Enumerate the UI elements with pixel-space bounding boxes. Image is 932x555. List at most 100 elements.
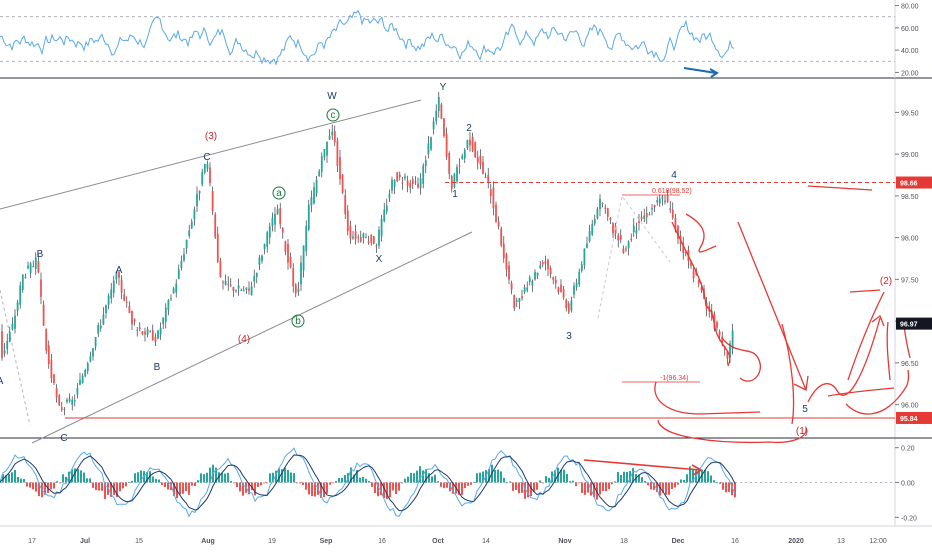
time-tick-label: 16 [731,538,739,545]
candle-body [487,175,490,183]
macd-histogram-bar [71,469,73,483]
macd-histogram-bar [239,482,241,492]
candle-body [341,174,344,193]
macd-histogram-bar [644,480,646,483]
rsi-pane: 80.00 60.00 40.00 20.00 [0,0,932,79]
candle-body [580,264,583,271]
macd-histogram-bar [605,482,607,492]
candle-body [209,167,211,184]
macd-histogram-bar [479,472,481,483]
candle-body [170,298,172,300]
macd-histogram-bar [362,476,364,483]
macd-histogram-bar [689,466,691,483]
macd-histogram-bar [614,481,616,483]
candle-body [419,178,422,189]
macd-histogram-bar [227,472,229,483]
candle-body [313,187,315,204]
macd-histogram-bar [359,477,361,483]
macd-histogram-bar [506,482,508,484]
candle-body [185,239,188,249]
macd-histogram-bar [596,482,598,500]
candle-body [79,379,81,385]
candle-body [102,314,105,325]
macd-histogram-bar [284,467,286,483]
candle-body [305,225,308,252]
rsi-tick-label: 20.00 [901,70,919,77]
candle-body [560,284,562,292]
candle-body [232,287,235,291]
wave-label-1: 1 [452,189,458,200]
macd-histogram-bar [638,474,640,483]
candle-body [89,356,92,362]
macd-histogram-bar [296,482,298,484]
wave-label-circle [291,314,305,328]
macd-histogram-bar [173,482,175,497]
candle-body [99,325,102,329]
candle-body [417,183,419,188]
candle-body [492,187,495,209]
macd-histogram-bar [17,476,19,483]
macd-histogram-bar [329,482,331,485]
candle-body [671,209,674,218]
candle-body [81,375,84,383]
candle-body [198,190,201,194]
wave-label-B: B [154,362,161,373]
candle-body [359,236,362,242]
macd-histogram-bar [275,470,277,483]
candle-body [42,304,45,326]
candle-body [224,280,227,286]
price-tick-label: 96.00 [901,403,919,410]
macd-histogram-bar [398,482,400,491]
macd-histogram-bar [407,476,409,483]
candle-body [684,251,687,253]
candle-body [73,399,76,402]
macd-histogram-bar [563,469,565,483]
candle-body [697,280,700,284]
macd-histogram-bar [278,468,280,483]
macd-histogram-bar [734,482,736,498]
macd-histogram-bar [641,477,643,483]
candle-body [115,271,118,280]
candle-body [136,329,139,331]
candle-body [588,230,591,242]
candle-body [601,202,604,204]
wave-label-C: C [203,152,210,163]
candle-body [422,165,425,185]
candle-body [27,265,29,269]
macd-histogram-bar [308,482,310,495]
macd-histogram-bar [269,473,271,483]
candle-body [354,231,357,240]
candle-body [219,260,222,277]
price-tag-bg [896,411,932,424]
candle-body [729,343,731,358]
candle-body [190,221,193,229]
candle-body [203,164,206,173]
candle-body [539,265,542,269]
wave-label-circle [326,108,340,122]
candle-body [648,214,651,216]
price-tick-label: 99.50 [901,110,919,117]
macd-histogram-bar [92,482,94,488]
candle-body [315,179,318,194]
candle-body [440,104,443,119]
macd-histogram-bar [206,472,208,483]
macd-histogram-bar [377,482,379,497]
macd-histogram-bar [68,471,70,483]
macd-histogram-bar [416,470,418,483]
macd-histogram-bar [470,482,472,485]
candle-body [391,179,393,191]
wave-label-4: 4 [671,170,677,181]
macd-histogram-bar [476,473,478,483]
macd-histogram-bar [194,482,196,486]
macd-histogram-bar [131,480,133,483]
macd-histogram-bar [725,482,727,493]
macd-histogram-bar [233,482,235,484]
macd-histogram-bar [512,482,514,491]
rsi-tick-label: 60.00 [901,26,919,33]
candle-body [344,195,347,215]
candle-body [14,315,16,329]
candle-body [409,182,412,188]
candle-body [570,300,573,311]
